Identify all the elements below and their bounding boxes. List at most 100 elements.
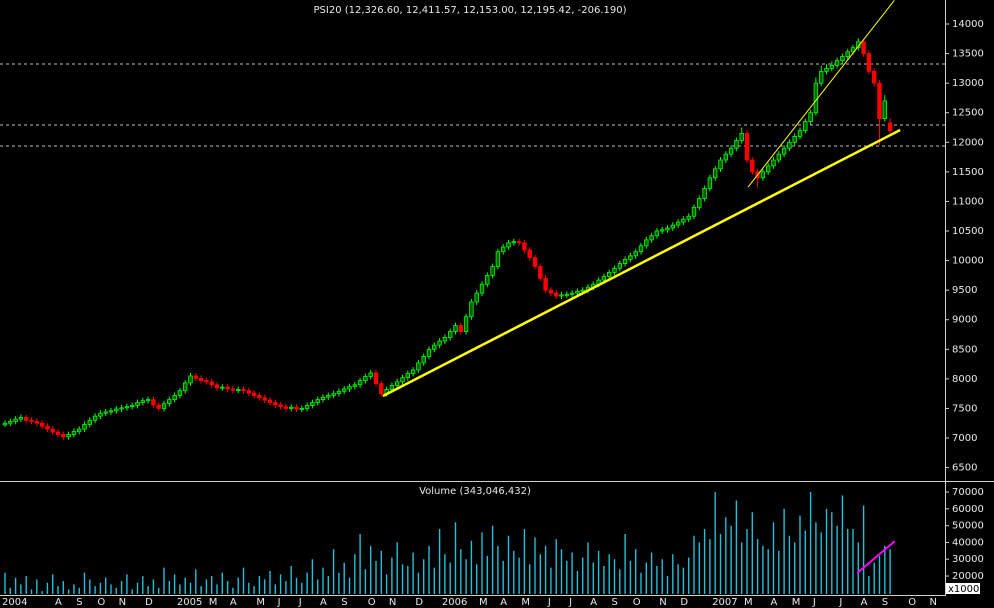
candle-body — [617, 263, 622, 269]
volume-bar — [348, 577, 351, 594]
volume-bar — [592, 562, 594, 594]
volume-bar — [195, 569, 197, 594]
x-tick-label: J — [277, 597, 281, 608]
candle-body — [628, 255, 633, 260]
volume-bar — [751, 512, 753, 594]
volume-bar — [152, 579, 155, 594]
volume-bar — [857, 542, 859, 594]
candle-body — [161, 403, 167, 409]
chart-title: PSI20 (12,326.60, 12,411.57, 12,153.00, … — [314, 5, 627, 16]
candle-body — [538, 266, 543, 279]
volume-bar — [433, 567, 435, 594]
volume-bar — [89, 579, 91, 594]
candle-body — [638, 245, 644, 253]
candle-body — [45, 425, 50, 430]
volume-bar — [295, 577, 298, 594]
candle-body — [92, 415, 98, 421]
candle-body — [829, 65, 834, 69]
volume-bar — [94, 586, 96, 594]
volume-bar — [587, 542, 589, 594]
candle-body — [872, 70, 877, 84]
volume-bar — [142, 576, 144, 594]
volume-bar — [619, 569, 621, 594]
candle-body — [490, 266, 495, 276]
y-tick-label: 60000 — [952, 504, 984, 515]
x-tick-label: A — [771, 597, 778, 608]
volume-bar — [332, 549, 335, 594]
candle-body — [405, 373, 410, 379]
candle-body — [373, 372, 379, 384]
volume-bar — [693, 535, 695, 594]
candle-body — [543, 277, 548, 291]
volume-bar — [67, 589, 70, 594]
x-tick-label: 2006 — [442, 597, 467, 608]
candle-body — [188, 375, 193, 384]
volume-bar — [597, 550, 600, 594]
volume-bar — [173, 574, 176, 594]
x-tick-label: A — [55, 597, 62, 608]
candle-body — [702, 188, 707, 199]
candle-body — [129, 405, 135, 408]
candle-body — [8, 421, 13, 424]
volume-bar — [25, 576, 27, 594]
volume-bar — [767, 549, 769, 594]
candle-body — [781, 147, 787, 155]
candle-body — [660, 229, 665, 232]
volume-bar — [491, 525, 494, 594]
candle-body — [485, 274, 490, 285]
candle-body — [140, 400, 145, 403]
volume-bar — [317, 579, 319, 594]
volume-bar — [412, 552, 414, 594]
x-tick-label: J — [568, 597, 572, 608]
volume-bar — [507, 535, 510, 594]
volume-bar — [465, 559, 467, 594]
volume-bar — [698, 542, 700, 594]
volume-bar — [36, 579, 38, 594]
candle-body — [819, 70, 824, 84]
candle-body — [182, 382, 188, 392]
volume-bar — [656, 565, 658, 594]
candle-body — [612, 267, 617, 273]
candle-body — [834, 60, 840, 66]
volume-bar — [809, 492, 812, 594]
volume-bar — [794, 542, 796, 594]
x-tick-label: M — [256, 597, 265, 608]
candle-body — [241, 389, 246, 392]
candle-body — [771, 159, 776, 167]
volume-bar — [735, 500, 738, 594]
candle-body — [797, 130, 803, 137]
volume-bar — [46, 582, 49, 594]
candle-body — [500, 246, 506, 253]
volume-bar — [301, 582, 303, 594]
volume-bar — [868, 576, 870, 594]
x-tick-label: D — [680, 597, 688, 608]
candle-body — [442, 337, 448, 342]
volume-bar — [110, 584, 112, 594]
candle-body — [675, 221, 681, 226]
volume-bar — [682, 567, 685, 594]
candle-body — [453, 325, 458, 332]
y-tick-label: 30000 — [952, 554, 984, 565]
volume-bar — [804, 530, 806, 594]
x-tick-label: O — [368, 597, 376, 608]
volume-bar — [666, 576, 669, 594]
candle-body — [506, 242, 511, 248]
candle-body — [2, 422, 8, 426]
candle-body — [437, 340, 442, 346]
candle-body — [103, 411, 108, 414]
candle-body — [98, 412, 103, 417]
candle-body — [230, 388, 236, 391]
x-tick-label: A — [861, 597, 868, 608]
volume-bar — [211, 576, 213, 594]
x-tick-label: 2007 — [712, 597, 737, 608]
volume-bar — [831, 512, 833, 594]
y-tick-label: 40000 — [952, 537, 984, 548]
candle-body — [71, 431, 77, 435]
volume-title: Volume (343,046,432) — [419, 486, 531, 497]
volume-bar — [486, 555, 488, 594]
candle-body — [400, 377, 405, 383]
volume-bar — [560, 549, 563, 594]
volume-bar — [311, 559, 314, 594]
x-tick-label: A — [500, 597, 507, 608]
candle-body — [447, 331, 453, 338]
